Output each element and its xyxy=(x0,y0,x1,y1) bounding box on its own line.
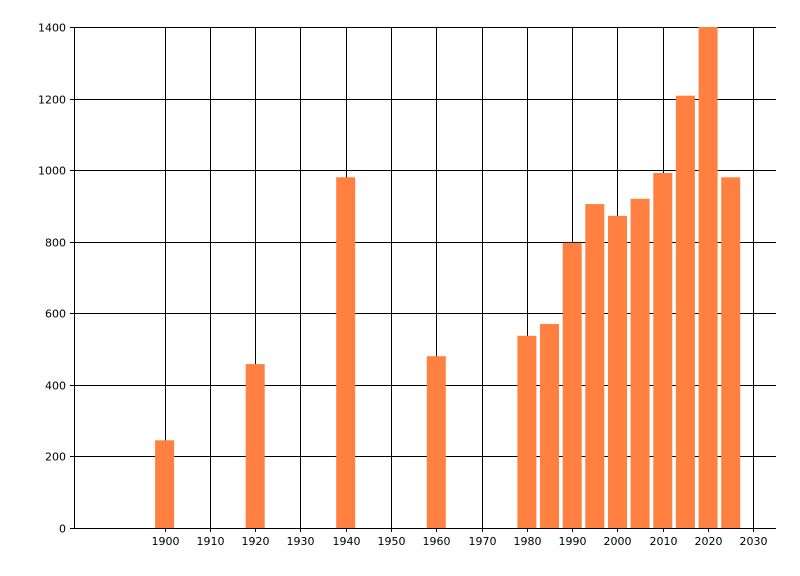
bar-2015 xyxy=(675,95,695,528)
y-tick-label-400: 400 xyxy=(45,380,66,393)
y-tick-label-600: 600 xyxy=(45,308,66,321)
x-tick-label-1960: 1960 xyxy=(423,535,451,548)
x-tick-label-1920: 1920 xyxy=(242,535,270,548)
bar-1990 xyxy=(562,242,582,529)
y-tick-label-800: 800 xyxy=(45,237,66,250)
x-tick-label-1940: 1940 xyxy=(333,535,361,548)
x-tick-label-1910: 1910 xyxy=(197,535,225,548)
bar-1900 xyxy=(155,440,175,528)
x-tick-label-2020: 2020 xyxy=(695,535,723,548)
x-tick-label-2010: 2010 xyxy=(650,535,678,548)
bar-2020 xyxy=(698,27,718,528)
tick-labels: 0 200 400 600 800 1000 1200 1400 1900 1910 1920 193… xyxy=(38,22,768,549)
x-tick-label-1900: 1900 xyxy=(152,535,180,548)
bars xyxy=(155,27,741,529)
x-tick-label-2030: 2030 xyxy=(740,535,768,548)
bar-1995 xyxy=(585,204,605,528)
bar-2025 xyxy=(721,177,741,529)
bar-1940 xyxy=(336,177,356,529)
axes xyxy=(70,27,776,529)
y-tick-label-1400: 1400 xyxy=(38,22,66,35)
x-tick-label-1970: 1970 xyxy=(469,535,497,548)
x-tick-label-1930: 1930 xyxy=(287,535,315,548)
x-tick-label-1950: 1950 xyxy=(378,535,406,548)
y-tick-label-0: 0 xyxy=(59,523,66,536)
x-tick-label-2000: 2000 xyxy=(604,535,632,548)
bar-2005 xyxy=(630,198,650,529)
bar-1980 xyxy=(517,335,537,528)
bar-1985 xyxy=(540,324,559,528)
y-tick-label-1200: 1200 xyxy=(38,94,66,107)
y-tick-label-1000: 1000 xyxy=(38,165,66,178)
bar-2000 xyxy=(608,215,627,528)
bar-1920 xyxy=(245,364,265,528)
y-tick-label-200: 200 xyxy=(45,451,66,464)
bar-1960 xyxy=(426,356,446,528)
x-tick-label-1980: 1980 xyxy=(514,535,542,548)
bar-2010 xyxy=(653,173,673,528)
x-tick-label-1990: 1990 xyxy=(559,535,587,548)
